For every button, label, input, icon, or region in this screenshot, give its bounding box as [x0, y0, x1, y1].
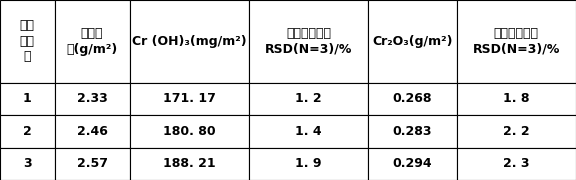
Text: 2. 3: 2. 3	[503, 157, 529, 170]
Text: 相对标准偏差
RSD(N=3)/%: 相对标准偏差 RSD(N=3)/%	[473, 27, 560, 56]
Text: 188. 21: 188. 21	[163, 157, 215, 170]
Text: 1: 1	[23, 93, 32, 105]
Text: Cr (OH)₃(mg/m²): Cr (OH)₃(mg/m²)	[132, 35, 247, 48]
Bar	[130, 148, 249, 180]
Bar	[249, 0, 368, 83]
Text: 2: 2	[23, 125, 32, 138]
Text: 2.57: 2.57	[77, 157, 108, 170]
Bar	[249, 83, 368, 115]
Text: 0.268: 0.268	[393, 93, 432, 105]
Bar	[0, 148, 55, 180]
Bar	[55, 115, 130, 148]
Bar	[130, 83, 249, 115]
Bar	[0, 83, 55, 115]
Bar	[368, 83, 457, 115]
Text: 2.33: 2.33	[77, 93, 107, 105]
Text: 2. 2: 2. 2	[503, 125, 530, 138]
Text: 1. 9: 1. 9	[295, 157, 322, 170]
Text: 1. 4: 1. 4	[295, 125, 322, 138]
Text: 171. 17: 171. 17	[163, 93, 215, 105]
Text: 相对标准偏差
RSD(N=3)/%: 相对标准偏差 RSD(N=3)/%	[265, 27, 352, 56]
Text: Cr₂O₃(g/m²): Cr₂O₃(g/m²)	[372, 35, 453, 48]
Bar	[55, 148, 130, 180]
Text: 镀锡
板编
号: 镀锡 板编 号	[20, 19, 35, 63]
Text: 1. 2: 1. 2	[295, 93, 322, 105]
Text: 0.283: 0.283	[393, 125, 432, 138]
Bar	[249, 115, 368, 148]
Bar	[55, 0, 130, 83]
Bar	[0, 0, 55, 83]
Text: 3: 3	[23, 157, 32, 170]
Text: 镀层质
量(g/m²): 镀层质 量(g/m²)	[66, 27, 118, 56]
Text: 180. 80: 180. 80	[163, 125, 215, 138]
Bar	[368, 148, 457, 180]
Bar	[457, 83, 576, 115]
Bar	[130, 115, 249, 148]
Bar	[457, 115, 576, 148]
Bar	[457, 0, 576, 83]
Bar	[130, 0, 249, 83]
Bar	[368, 0, 457, 83]
Bar	[55, 83, 130, 115]
Text: 1. 8: 1. 8	[503, 93, 529, 105]
Text: 2.46: 2.46	[77, 125, 108, 138]
Bar	[249, 148, 368, 180]
Bar	[457, 148, 576, 180]
Bar	[368, 115, 457, 148]
Text: 0.294: 0.294	[393, 157, 432, 170]
Bar	[0, 115, 55, 148]
